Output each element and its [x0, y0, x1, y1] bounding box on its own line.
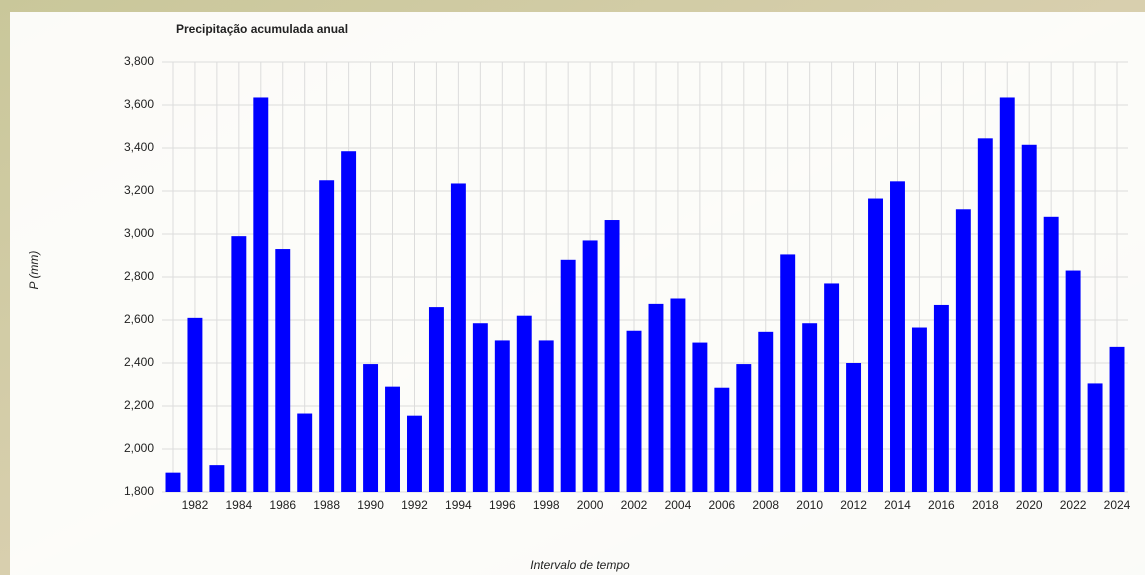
- bar: [1022, 145, 1037, 492]
- bar: [846, 363, 861, 492]
- x-tick-label: 2016: [928, 498, 955, 512]
- y-tick-label: 3,600: [124, 97, 154, 111]
- bar: [978, 138, 993, 492]
- x-tick-label: 2024: [1104, 498, 1131, 512]
- bar: [912, 328, 927, 492]
- y-tick-label: 3,200: [124, 183, 154, 197]
- bar: [231, 236, 246, 492]
- page: Precipitação acumulada anual P (mm) Inte…: [0, 0, 1145, 575]
- bar: [824, 283, 839, 492]
- bar: [407, 416, 422, 492]
- bar: [714, 388, 729, 492]
- y-axis-title: P (mm): [27, 251, 41, 290]
- x-tick-label: 2020: [1016, 498, 1043, 512]
- x-tick-label: 1996: [489, 498, 516, 512]
- bar: [1110, 347, 1125, 492]
- bar: [517, 316, 532, 492]
- x-tick-label: 1992: [401, 498, 428, 512]
- bar: [649, 304, 664, 492]
- x-axis-title: Intervalo de tempo: [530, 558, 630, 572]
- y-tick-label: 3,800: [124, 54, 154, 68]
- bar: [1044, 217, 1059, 492]
- x-tick-label: 1984: [225, 498, 252, 512]
- x-tick-label: 2022: [1060, 498, 1087, 512]
- bar: [802, 323, 817, 492]
- bar: [187, 318, 202, 492]
- x-tick-label: 2008: [752, 498, 779, 512]
- y-tick-label: 2,000: [124, 441, 154, 455]
- bar: [209, 465, 224, 492]
- bar: [758, 332, 773, 492]
- y-tick-label: 2,200: [124, 398, 154, 412]
- bar: [1000, 97, 1015, 492]
- y-tick-label: 3,400: [124, 140, 154, 154]
- x-tick-label: 1998: [533, 498, 560, 512]
- x-tick-label: 2000: [577, 498, 604, 512]
- y-tick-label: 1,800: [124, 484, 154, 498]
- x-tick-label: 2006: [708, 498, 735, 512]
- bar: [429, 307, 444, 492]
- x-tick-label: 1986: [269, 498, 296, 512]
- bar: [670, 299, 685, 493]
- bar: [341, 151, 356, 492]
- x-tick-label: 2002: [621, 498, 648, 512]
- bar: [890, 181, 905, 492]
- bar: [275, 249, 290, 492]
- chart-title: Precipitação acumulada anual: [176, 22, 348, 36]
- x-tick-label: 1994: [445, 498, 472, 512]
- x-tick-label: 1988: [313, 498, 340, 512]
- x-tick-label: 2018: [972, 498, 999, 512]
- bar: [539, 340, 554, 492]
- bar: [583, 240, 598, 492]
- bar: [780, 254, 795, 492]
- bar: [363, 364, 378, 492]
- bar: [166, 473, 181, 492]
- bar: [1066, 271, 1081, 492]
- bar: [627, 331, 642, 492]
- bar: [319, 180, 334, 492]
- x-tick-label: 1990: [357, 498, 384, 512]
- y-tick-label: 2,800: [124, 269, 154, 283]
- bar: [736, 364, 751, 492]
- x-tick-label: 2004: [665, 498, 692, 512]
- bar: [1088, 383, 1103, 492]
- bar: [868, 199, 883, 492]
- chart: Precipitação acumulada anual P (mm) Inte…: [0, 0, 1145, 575]
- bar: [451, 183, 466, 492]
- bar: [495, 340, 510, 492]
- bar: [692, 343, 707, 492]
- bar: [385, 387, 400, 492]
- x-tick-label: 2014: [884, 498, 911, 512]
- bar: [473, 323, 488, 492]
- bar: [605, 220, 620, 492]
- y-tick-label: 2,400: [124, 355, 154, 369]
- bar: [253, 97, 268, 492]
- bar: [561, 260, 576, 492]
- x-tick-label: 2010: [796, 498, 823, 512]
- y-tick-label: 3,000: [124, 226, 154, 240]
- bar: [956, 209, 971, 492]
- bar: [297, 414, 312, 492]
- y-tick-label: 2,600: [124, 312, 154, 326]
- x-tick-label: 1982: [182, 498, 209, 512]
- bar: [934, 305, 949, 492]
- x-tick-label: 2012: [840, 498, 867, 512]
